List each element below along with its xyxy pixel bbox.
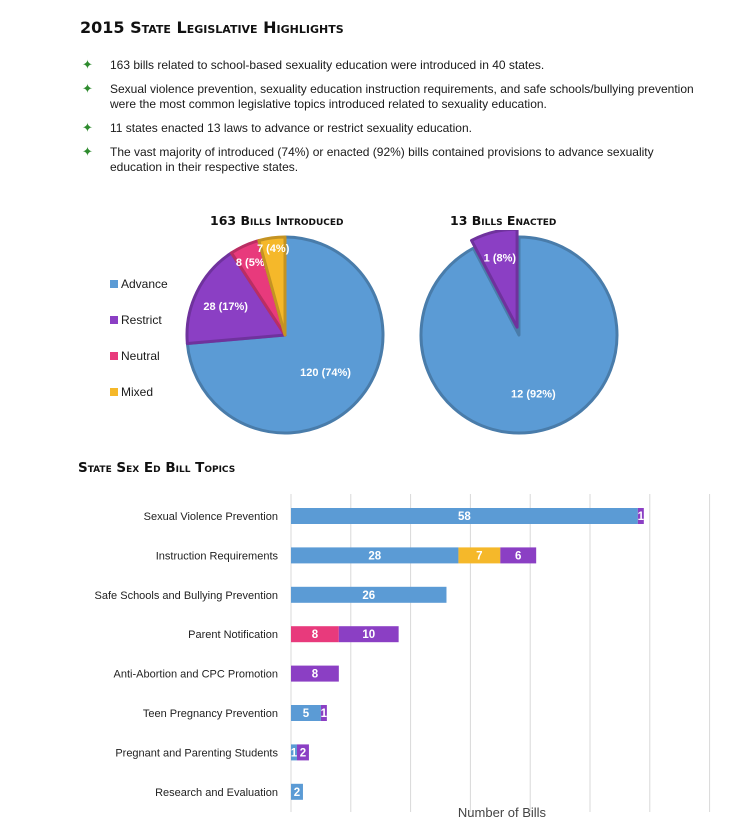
legend-swatch	[110, 388, 118, 396]
legend-item-advance: Advance	[110, 266, 168, 302]
legend-item-neutral: Neutral	[110, 338, 168, 374]
bar-segment-restrict	[296, 744, 309, 761]
legend-item-restrict: Restrict	[110, 302, 168, 338]
legend-item-mixed: Mixed	[110, 374, 168, 410]
pie-chart-introduced: 120 (74%) 28 (17%) 8 (5%) 7 (4%)	[185, 235, 385, 435]
bar-data-label: 8	[312, 669, 319, 681]
green-star-icon: ✦	[82, 81, 93, 96]
highlight-text: 163 bills related to school-based sexual…	[110, 58, 545, 72]
bar-segment-advance	[291, 744, 297, 761]
legend-swatch	[110, 280, 118, 288]
page-title: 2015 State Legislative Highlights	[80, 18, 344, 37]
bar-segment-restrict	[320, 705, 327, 721]
pie-data-label: 1 (8%)	[484, 252, 517, 264]
bar-segment-restrict	[500, 547, 537, 564]
highlight-text: 11 states enacted 13 laws to advance or …	[110, 121, 472, 135]
bar-data-label: 2	[300, 747, 306, 759]
bar-data-label: 26	[362, 590, 375, 602]
category-label: Research and Evaluation	[155, 787, 278, 799]
highlights-list: ✦ 163 bills related to school-based sexua…	[82, 57, 702, 184]
pie-slice-advance	[419, 235, 619, 435]
category-label: Teen Pregnancy Prevention	[143, 708, 278, 720]
bar-segment-neutral	[291, 626, 339, 643]
green-star-icon: ✦	[82, 120, 93, 135]
pie-introduced-title: 163 Bills Introduced	[210, 213, 344, 228]
highlight-item: ✦ Sexual violence prevention, sexuality e…	[82, 81, 702, 112]
bar-data-label: 2	[294, 787, 300, 799]
bar-chart-title: State Sex Ed Bill Topics	[78, 460, 236, 476]
bar-segment-restrict	[291, 665, 339, 682]
bar-data-label: 1	[321, 708, 328, 720]
bar-segment-advance	[291, 547, 459, 564]
bar-data-label: 8	[312, 629, 319, 641]
pie-data-label: 12 (92%)	[511, 388, 556, 400]
pie-data-label: 8 (5%)	[236, 257, 269, 269]
pie-enacted-title: 13 Bills Enacted	[450, 213, 557, 228]
bar-segment-mixed	[458, 547, 501, 564]
category-label: Safe Schools and Bullying Prevention	[95, 590, 278, 602]
category-label: Anti-Abortion and CPC Promotion	[114, 669, 278, 681]
category-label: Sexual Violence Prevention	[144, 511, 278, 523]
highlight-item: ✦ 11 states enacted 13 laws to advance or…	[82, 120, 702, 136]
green-star-icon: ✦	[82, 144, 93, 159]
category-label: Pregnant and Parenting Students	[115, 747, 278, 759]
green-star-icon: ✦	[82, 57, 93, 72]
bar-data-label: 5	[303, 708, 310, 720]
bar-data-label: 58	[458, 511, 471, 523]
legend-swatch	[110, 316, 118, 324]
pie-chart-enacted: 12 (92%) 1 (8%)	[419, 230, 619, 435]
highlight-item: ✦ The vast majority of introduced (74%) o…	[82, 144, 702, 175]
bar-data-label: 1	[291, 747, 298, 759]
legend-swatch	[110, 352, 118, 360]
pie-data-label: 120 (74%)	[300, 367, 351, 379]
category-label: Parent Notification	[188, 629, 278, 641]
bar-data-label: 6	[515, 550, 521, 562]
bar-data-label: 10	[362, 629, 375, 641]
x-axis-label: Number of Bills	[458, 805, 547, 820]
pie-slice-restrict	[470, 230, 519, 329]
bar-segment-advance	[291, 508, 638, 524]
pie-slice-restrict	[185, 251, 287, 345]
bar-segment-advance	[291, 705, 321, 721]
highlight-text: Sexual violence prevention, sexuality ed…	[110, 82, 694, 111]
bar-data-label: 1	[638, 511, 645, 523]
pie-legend: Advance Restrict Neutral Mixed	[110, 266, 168, 410]
pie-slice-mixed	[257, 235, 287, 337]
bar-data-label: 28	[368, 550, 381, 562]
bar-segment-restrict	[637, 508, 644, 524]
highlight-item: ✦ 163 bills related to school-based sexua…	[82, 57, 702, 73]
bar-segment-restrict	[338, 626, 399, 643]
pie-data-label: 28 (17%)	[203, 301, 248, 313]
bar-segment-advance	[291, 783, 303, 800]
bar-segment-advance	[291, 586, 447, 603]
pie-data-label: 7 (4%)	[257, 243, 290, 255]
bar-data-label: 7	[476, 550, 482, 562]
category-label: Instruction Requirements	[156, 550, 279, 562]
highlight-text: The vast majority of introduced (74%) or…	[110, 145, 654, 174]
bar-chart-topics: Sexual Violence Prevention 58 1Instruction…	[95, 494, 711, 820]
